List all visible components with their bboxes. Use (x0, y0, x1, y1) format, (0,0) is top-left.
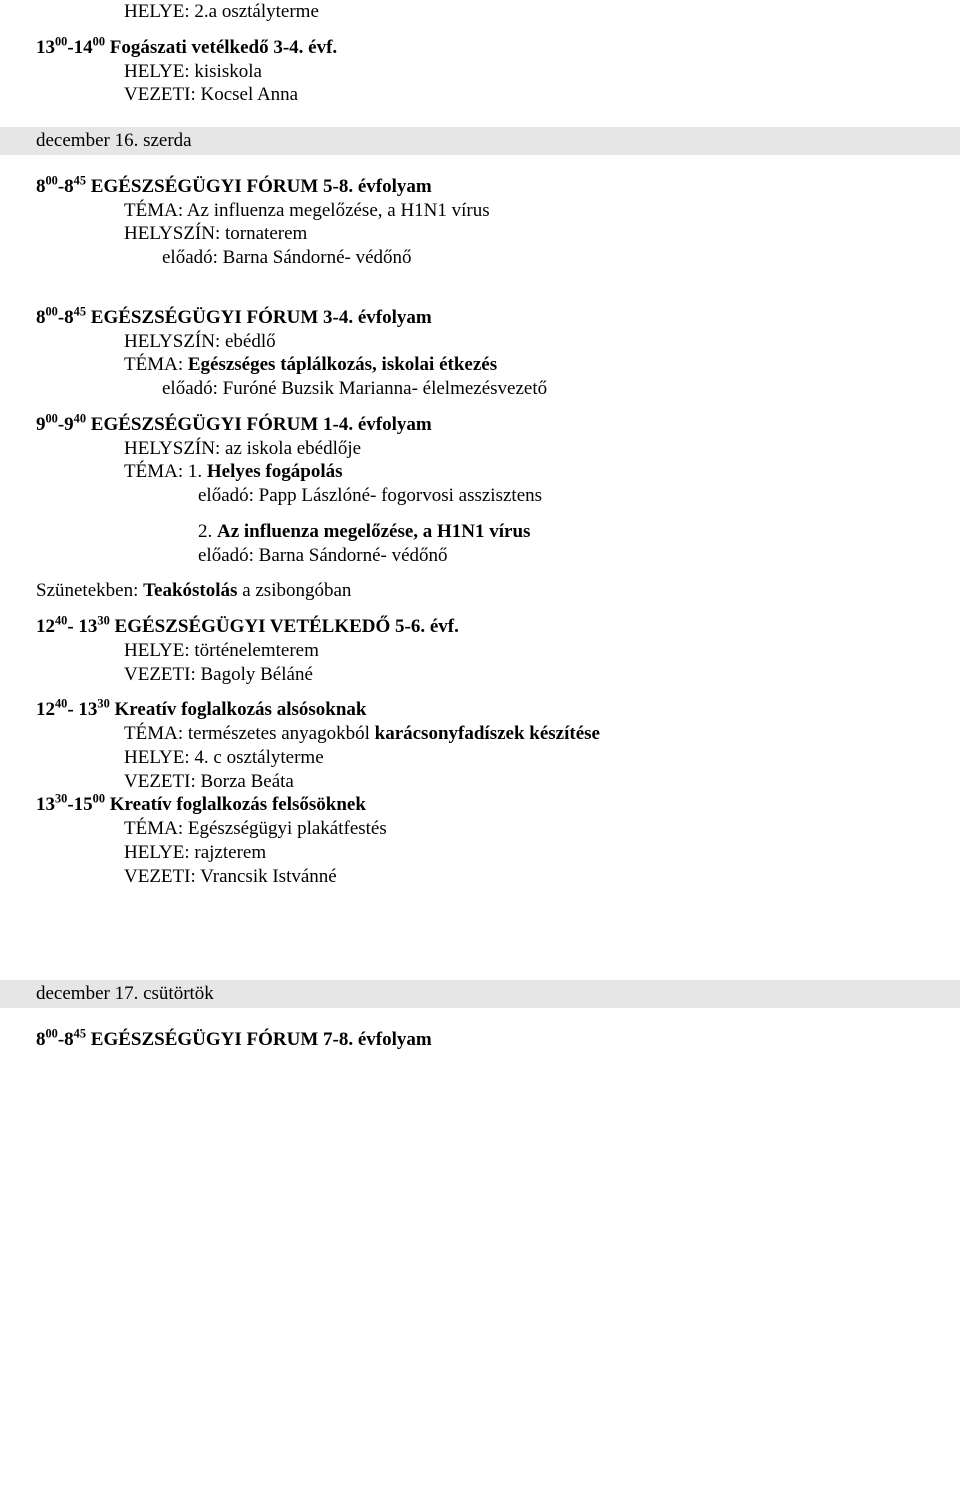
sup: 40 (74, 411, 86, 425)
event-title: 1240- 1330 EGÉSZSÉGÜGYI VETÉLKEDŐ 5-6. é… (36, 615, 960, 639)
location-line: HELYE: 2.a osztályterme (0, 0, 960, 24)
t: Szünetekben: (36, 580, 143, 601)
event-title: 800-845 EGÉSZSÉGÜGYI FÓRUM 5-8. évfolyam (36, 175, 960, 199)
event-detail: VEZETI: Kocsel Anna (0, 83, 960, 107)
event-detail: előadó: Barna Sándorné- védőnő (0, 544, 960, 568)
event-title: 800-845 EGÉSZSÉGÜGYI FÓRUM 3-4. évfolyam (36, 306, 960, 330)
sup: 00 (46, 1027, 58, 1041)
event-detail: előadó: Papp Lászlóné- fogorvosi asszisz… (0, 484, 960, 508)
t: Fogászati vetélkedő 3-4. évf. (105, 37, 337, 58)
t: -8 (58, 307, 74, 328)
t: Teakóstolás (143, 580, 237, 601)
t: 2. (198, 521, 217, 542)
event-block-b: 800-845 EGÉSZSÉGÜGYI FÓRUM 5-8. évfolyam (0, 175, 960, 199)
t: 13 (36, 37, 55, 58)
event-block-g: 1330-1500 Kreatív foglalkozás felsősökne… (0, 793, 960, 817)
event-detail: TÉMA: Egészségügyi plakátfestés (0, 817, 960, 841)
event-detail: előadó: Furóné Buzsik Marianna- élelmezé… (0, 377, 960, 401)
event-detail: előadó: Barna Sándorné- védőnő (0, 246, 960, 270)
t: a zsibongóban (237, 580, 351, 601)
t: karácsonyfadíszek készítése (375, 723, 600, 744)
event-detail: VEZETI: Borza Beáta (0, 770, 960, 794)
t: Kreatív foglalkozás felsősöknek (105, 794, 366, 815)
event-detail: HELYSZÍN: tornaterem (0, 222, 960, 246)
event-title: 1300-1400 Fogászati vetélkedő 3-4. évf. (36, 36, 960, 60)
t: Az influenza megelőzése, a H1N1 vírus (217, 521, 530, 542)
event-block-d: 900-940 EGÉSZSÉGÜGYI FÓRUM 1-4. évfolyam (0, 413, 960, 437)
t: 9 (36, 414, 46, 435)
t: Helyes fogápolás (207, 461, 343, 482)
sup: 40 (55, 614, 67, 628)
event-title: 1240- 1330 Kreatív foglalkozás alsósokna… (36, 698, 960, 722)
t: EGÉSZSÉGÜGYI FÓRUM 5-8. évfolyam (86, 176, 432, 197)
sup: 00 (93, 34, 105, 48)
event-detail: HELYSZÍN: az iskola ebédlője (0, 437, 960, 461)
event-title: 1330-1500 Kreatív foglalkozás felsősökne… (36, 793, 960, 817)
event-detail: 2. Az influenza megelőzése, a H1N1 vírus (0, 520, 960, 544)
t: 8 (36, 1029, 46, 1050)
t: TÉMA: 1. (124, 461, 207, 482)
t: -8 (58, 176, 74, 197)
sup: 30 (55, 792, 67, 806)
sup: 40 (55, 697, 67, 711)
event-block-h: 800-845 EGÉSZSÉGÜGYI FÓRUM 7-8. évfolyam (0, 1028, 960, 1052)
sup: 45 (74, 304, 86, 318)
t: EGÉSZSÉGÜGYI VETÉLKEDŐ 5-6. évf. (110, 616, 459, 637)
sup: 00 (46, 304, 58, 318)
t: 13 (36, 794, 55, 815)
t: Egészséges táplálkozás, iskolai étkezés (188, 354, 497, 375)
t: TÉMA: (124, 354, 188, 375)
event-title: 900-940 EGÉSZSÉGÜGYI FÓRUM 1-4. évfolyam (36, 413, 960, 437)
t: - 13 (67, 616, 97, 637)
t: EGÉSZSÉGÜGYI FÓRUM 7-8. évfolyam (86, 1029, 432, 1050)
event-detail: HELYE: történelemterem (0, 639, 960, 663)
event-detail: TÉMA: természetes anyagokból karácsonyfa… (0, 722, 960, 746)
t: 12 (36, 699, 55, 720)
event-detail: VEZETI: Vrancsik Istvánné (0, 865, 960, 889)
t: EGÉSZSÉGÜGYI FÓRUM 3-4. évfolyam (86, 307, 432, 328)
sup: 00 (46, 411, 58, 425)
t: EGÉSZSÉGÜGYI FÓRUM 1-4. évfolyam (86, 414, 432, 435)
event-title: 800-845 EGÉSZSÉGÜGYI FÓRUM 7-8. évfolyam (36, 1028, 960, 1052)
sup: 30 (97, 697, 109, 711)
t: Kreatív foglalkozás alsósoknak (110, 699, 367, 720)
document-page: HELYE: 2.a osztályterme 1300-1400 Fogász… (0, 0, 960, 1092)
event-block-f: 1240- 1330 Kreatív foglalkozás alsósokna… (0, 698, 960, 722)
t: TÉMA: természetes anyagokból (124, 723, 375, 744)
event-detail: TÉMA: Egészséges táplálkozás, iskolai ét… (0, 353, 960, 377)
event-detail: TÉMA: Az influenza megelőzése, a H1N1 ví… (0, 199, 960, 223)
sup: 45 (74, 1027, 86, 1041)
sup: 30 (97, 614, 109, 628)
date-heading: december 17. csütörtök (0, 980, 960, 1008)
breaks-line: Szünetekben: Teakóstolás a zsibongóban (0, 579, 960, 603)
date-heading: december 16. szerda (0, 127, 960, 155)
event-detail: TÉMA: 1. Helyes fogápolás (0, 460, 960, 484)
event-detail: HELYE: 4. c osztályterme (0, 746, 960, 770)
t: -8 (58, 1029, 74, 1050)
t: -15 (67, 794, 92, 815)
event-detail: HELYE: kisiskola (0, 60, 960, 84)
event-block-c: 800-845 EGÉSZSÉGÜGYI FÓRUM 3-4. évfolyam (0, 306, 960, 330)
sup: 00 (46, 173, 58, 187)
event-detail: HELYE: rajzterem (0, 841, 960, 865)
event-detail: VEZETI: Bagoly Béláné (0, 663, 960, 687)
sup: 45 (74, 173, 86, 187)
t: -9 (58, 414, 74, 435)
t: 8 (36, 307, 46, 328)
event-detail: HELYSZÍN: ebédlő (0, 330, 960, 354)
event-block-a: 1300-1400 Fogászati vetélkedő 3-4. évf. (0, 36, 960, 60)
sup: 00 (93, 792, 105, 806)
event-block-e: 1240- 1330 EGÉSZSÉGÜGYI VETÉLKEDŐ 5-6. é… (0, 615, 960, 639)
t: -14 (67, 37, 92, 58)
t: - 13 (67, 699, 97, 720)
sup: 00 (55, 34, 67, 48)
t: 12 (36, 616, 55, 637)
t: 8 (36, 176, 46, 197)
